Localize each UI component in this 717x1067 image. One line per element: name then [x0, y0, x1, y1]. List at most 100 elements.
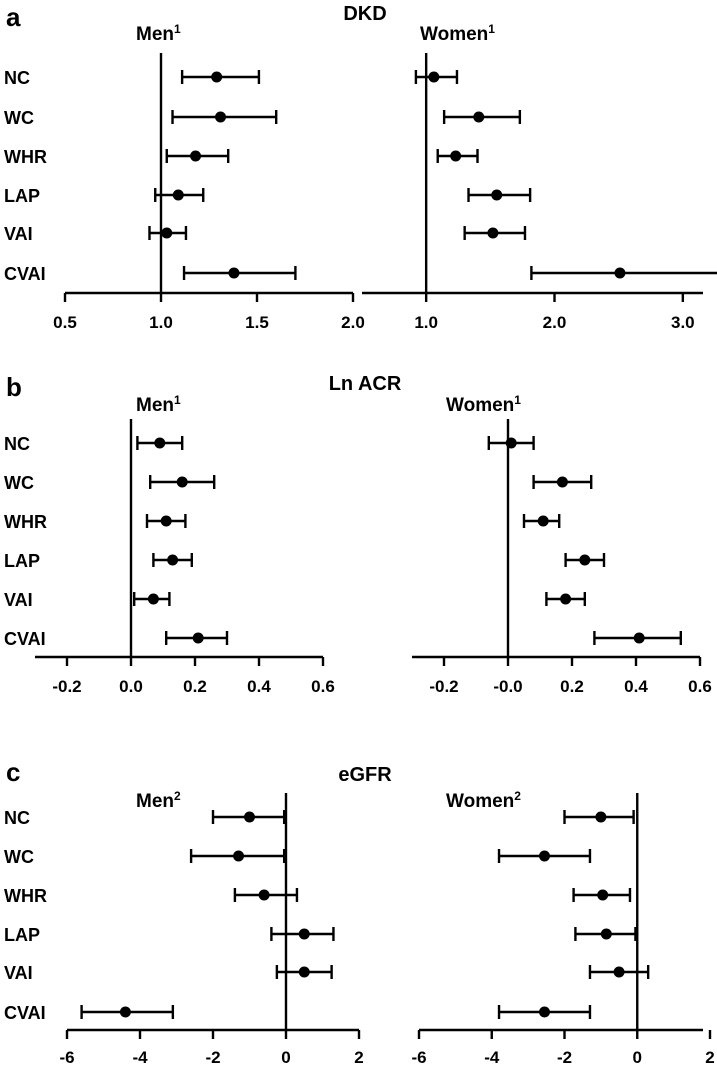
point-estimate — [505, 437, 517, 449]
x-tick-label: -6 — [59, 1048, 74, 1067]
estimate-row-vai — [132, 592, 171, 606]
x-tick-label: -4 — [484, 1048, 500, 1067]
panel-letter: c — [6, 757, 20, 787]
x-tick-label: -0.0 — [493, 677, 522, 696]
panel-title: eGFR — [338, 764, 392, 786]
estimate-row-wc — [189, 849, 286, 863]
x-tick-label: -2 — [557, 1048, 572, 1067]
point-estimate — [556, 476, 568, 488]
point-estimate — [613, 966, 625, 978]
point-estimate — [190, 150, 202, 162]
estimate-row-wc — [442, 110, 522, 124]
point-estimate — [160, 515, 172, 527]
subplot-men: Men1 0.5 1.0 1.5 2.0 NC WC WHR LAP VAI CVAI — [4, 22, 365, 332]
group-superscript: 1 — [174, 393, 181, 407]
x-tick-label: 0.4 — [247, 677, 271, 696]
row-label-vai: VAI — [4, 224, 33, 244]
point-estimate — [538, 1006, 550, 1018]
group-name: Men — [136, 395, 174, 416]
estimate-row-whr — [436, 149, 479, 163]
row-label-lap: LAP — [4, 186, 40, 206]
point-estimate — [579, 554, 591, 566]
row-label-cvai: CVAI — [4, 629, 46, 649]
x-tick-label: 2 — [705, 1048, 714, 1067]
point-estimate — [298, 928, 310, 940]
estimate-row-whr — [572, 888, 632, 902]
estimate-row-lap — [270, 927, 335, 941]
point-estimate — [473, 111, 485, 123]
row-label-wc: WC — [4, 108, 34, 128]
panel-title: Ln ACR — [329, 373, 402, 395]
subplot-women: Women2-6 -4 -2 0 2 — [411, 789, 714, 1067]
x-tick-label: 0.4 — [624, 677, 648, 696]
estimate-row-vai — [275, 965, 333, 979]
estimate-row-cvai — [593, 631, 682, 645]
group-superscript: 1 — [514, 393, 521, 407]
estimate-row-cvai — [164, 631, 229, 645]
group-label: Men2 — [136, 789, 181, 812]
estimate-row-wc — [532, 475, 593, 489]
row-label-vai: VAI — [4, 590, 33, 610]
estimate-row-lap — [467, 188, 532, 202]
x-tick-label: 0.2 — [183, 677, 207, 696]
point-estimate — [537, 515, 549, 527]
estimate-row-cvai — [80, 1005, 175, 1019]
x-tick-label: -0.2 — [429, 677, 458, 696]
point-estimate — [211, 71, 223, 83]
estimate-row-whr — [145, 514, 187, 528]
point-estimate — [119, 1006, 131, 1018]
estimate-row-vai — [545, 592, 586, 606]
x-tick-label: 2 — [354, 1048, 363, 1067]
point-estimate — [560, 593, 572, 605]
row-label-lap: LAP — [4, 925, 40, 945]
group-label: Women1 — [446, 393, 521, 416]
point-estimate — [215, 111, 227, 123]
panel-title: DKD — [343, 3, 386, 25]
x-tick-label: 0.2 — [560, 677, 584, 696]
estimate-row-wc — [148, 475, 216, 489]
group-name: Women — [420, 24, 488, 45]
x-tick-label: 0.0 — [119, 677, 143, 696]
x-tick-label: 2.0 — [543, 313, 567, 332]
group-label: Men1 — [136, 22, 181, 45]
group-name: Women — [446, 395, 514, 416]
group-label: Women2 — [446, 789, 521, 812]
panel-letter: b — [6, 372, 22, 402]
point-estimate — [450, 150, 462, 162]
group-name: Men — [136, 791, 174, 812]
point-estimate — [154, 437, 166, 449]
estimate-row-nc — [136, 436, 184, 450]
estimate-row-cvai — [497, 1005, 592, 1019]
group-superscript: 2 — [174, 789, 181, 803]
point-estimate — [147, 593, 159, 605]
row-label-whr: WHR — [4, 147, 47, 167]
row-label-nc: NC — [4, 808, 30, 828]
point-estimate — [167, 554, 179, 566]
point-estimate — [491, 189, 503, 201]
estimate-row-vai — [588, 965, 650, 979]
point-estimate — [487, 227, 499, 239]
panel-letter: a — [6, 2, 21, 32]
x-tick-label: 1.0 — [149, 313, 173, 332]
estimate-row-nc — [414, 70, 459, 84]
point-estimate — [597, 889, 609, 901]
point-estimate — [233, 850, 245, 862]
group-superscript: 2 — [514, 789, 521, 803]
estimate-row-wc — [497, 849, 592, 863]
point-estimate — [244, 811, 255, 823]
point-estimate — [176, 476, 188, 488]
group-label: Men1 — [136, 393, 181, 416]
estimate-row-whr — [522, 514, 561, 528]
x-tick-label: 3.0 — [671, 313, 695, 332]
estimate-row-lap — [574, 927, 637, 941]
group-label: Women1 — [420, 22, 495, 45]
subplot-men: Men1 -0.2 0.0 0.2 0.4 0.6 NC WC WHR LAP VAI CVAI — [4, 393, 335, 696]
point-estimate — [614, 267, 626, 279]
point-estimate — [633, 632, 645, 644]
point-estimate — [258, 889, 270, 901]
